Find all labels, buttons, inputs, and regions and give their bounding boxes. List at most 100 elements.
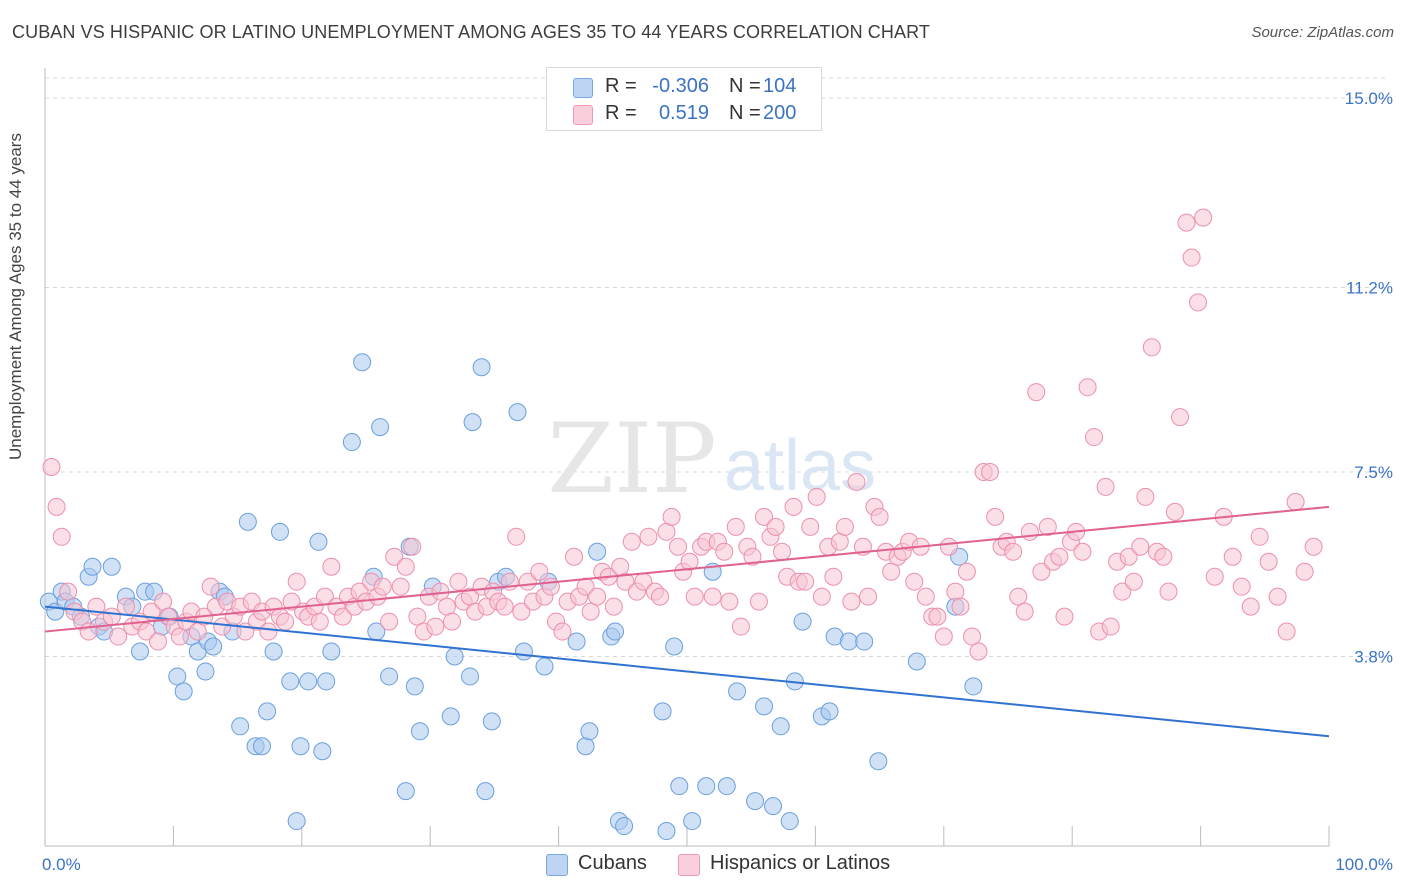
y-tick-label: 3.8% — [1354, 647, 1393, 666]
y-tick-label: 7.5% — [1354, 463, 1393, 482]
hispanics-point — [726, 517, 745, 536]
hispanics-point — [1004, 542, 1023, 561]
source-label: Source: ZipAtlas.com — [1251, 24, 1394, 41]
hispanics-point — [715, 542, 734, 561]
hispanics-point — [541, 577, 560, 596]
hispanics-point — [1304, 537, 1323, 556]
hispanics-point — [749, 592, 768, 611]
hispanics-point — [1038, 517, 1057, 536]
hispanics-point — [322, 557, 341, 576]
hispanics-point — [170, 627, 189, 646]
cubans-point — [717, 777, 736, 796]
hispanics-point — [1268, 587, 1287, 606]
hispanics-point — [1159, 582, 1178, 601]
y-tick-label: 11.2% — [1346, 278, 1393, 297]
cubans-point — [445, 647, 464, 666]
hispanics-point — [981, 462, 1000, 481]
hispanics-point — [385, 547, 404, 566]
hispanics-point — [824, 567, 843, 586]
legend-row-cubans: R = -0.306 N = 104 — [547, 74, 821, 100]
cubans-point — [313, 742, 332, 761]
x-tick-label: 100.0% — [1335, 855, 1393, 874]
cubans-point — [728, 682, 747, 701]
hispanics-point — [830, 532, 849, 551]
axes — [44, 68, 1330, 847]
cubans-point — [353, 353, 372, 372]
cubans-point — [588, 542, 607, 561]
hispanics-point — [812, 587, 831, 606]
hispanics-point — [188, 622, 207, 641]
cubans-point — [252, 737, 271, 756]
watermark-atlas: atlas — [724, 426, 876, 506]
hispanics-point — [928, 607, 947, 626]
legend-label-cubans: Cubans — [578, 852, 647, 874]
cubans-point — [793, 612, 812, 631]
cubans-point — [755, 697, 774, 716]
hispanics-point — [1154, 547, 1173, 566]
hispanics-point — [951, 597, 970, 616]
hispanics-point — [287, 572, 306, 591]
hispanics-point — [1050, 547, 1069, 566]
hispanics-point — [1020, 522, 1039, 541]
hispanics-point — [512, 602, 531, 621]
hispanics-point — [847, 472, 866, 491]
hispanics-point — [1055, 607, 1074, 626]
hispanics-point — [651, 587, 670, 606]
cubans-point — [441, 707, 460, 726]
cubans-point — [174, 682, 193, 701]
hispanics-point — [437, 597, 456, 616]
hispanics-point — [680, 552, 699, 571]
hispanics-swatch — [678, 854, 700, 876]
cubans-point — [131, 642, 150, 661]
legend-row-hispanics: R = 0.519 N = 200 — [547, 101, 821, 127]
hispanics-point — [842, 592, 861, 611]
cubans-point — [287, 812, 306, 831]
cubans-point — [780, 812, 799, 831]
hispanics-point — [137, 622, 156, 641]
hispanics-point — [1223, 547, 1242, 566]
hispanics-point — [565, 547, 584, 566]
hispanics-point — [154, 592, 173, 611]
hispanics-point — [79, 622, 98, 641]
cubans-point — [231, 717, 250, 736]
cubans-point — [606, 622, 625, 641]
hispanics-point — [403, 537, 422, 556]
hispanics-point — [1085, 428, 1104, 447]
cubans-point — [665, 637, 684, 656]
hispanics-point — [957, 562, 976, 581]
hispanics-point — [47, 497, 66, 516]
tick-labels: 3.8% 7.5% 11.2% 15.0% 0.0% 100.0% — [42, 89, 1393, 874]
hispanics-point — [1194, 208, 1213, 227]
hispanics-point — [1078, 378, 1097, 397]
hispanics-point — [213, 617, 232, 636]
cubans-point — [670, 777, 689, 796]
hispanics-point — [622, 532, 641, 551]
cubans-point — [371, 418, 390, 437]
cubans-point — [869, 752, 888, 771]
hispanics-point — [604, 597, 623, 616]
hispanics-point — [553, 622, 572, 641]
hispanics-point — [1009, 587, 1028, 606]
hispanics-point — [142, 602, 161, 621]
hispanics-point — [408, 607, 427, 626]
hispanics-point — [766, 517, 785, 536]
hispanics-point — [1259, 552, 1278, 571]
cubans-point — [764, 797, 783, 816]
hispanics-point — [391, 577, 410, 596]
hispanics-point — [784, 497, 803, 516]
hispanics-point — [581, 602, 600, 621]
hispanics-point — [276, 612, 295, 631]
cubans-point — [576, 737, 595, 756]
cubans-point — [410, 722, 429, 741]
r-value: 0.519 — [658, 102, 709, 124]
cubans-point — [461, 667, 480, 686]
cubans-point — [653, 702, 672, 721]
cubans-trend-line — [44, 605, 1330, 738]
cubans-point — [855, 632, 874, 651]
cubans-point — [657, 822, 676, 841]
hispanics-point — [616, 572, 635, 591]
hispanics-point — [1205, 567, 1224, 586]
hispanics-point — [1032, 562, 1051, 581]
hispanics-point — [1119, 547, 1138, 566]
hispanics-point — [396, 557, 415, 576]
